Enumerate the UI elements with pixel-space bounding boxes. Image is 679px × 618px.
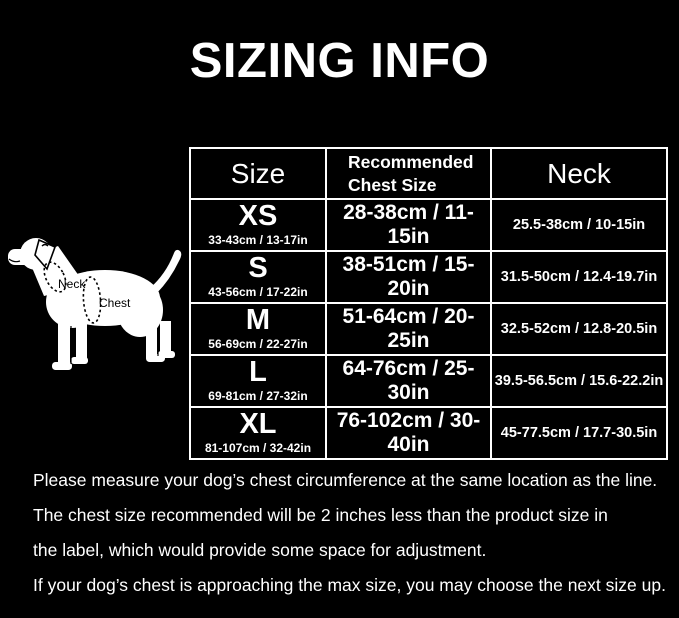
size-value: L [249,356,267,389]
neck-label: Neck [58,277,86,291]
table-header-row: Size Recommended Chest Size Neck [189,147,668,200]
neck-cell: 25.5-38cm / 10-15in [490,198,668,252]
table-row-xs: XS 33-43cm / 13-17in 28-38cm / 11-15in 2… [189,198,668,252]
size-value: S [248,252,268,285]
page-title: SIZING INFO [189,34,490,88]
size-value: XS [238,200,278,233]
chest-cell: 28-38cm / 11-15in [325,198,492,252]
header-chest: Recommended Chest Size [325,147,492,200]
size-cell: S 43-56cm / 17-22in [189,250,327,304]
size-value: XL [239,408,277,441]
size-cell: XL 81-107cm / 32-42in [189,406,327,460]
size-cell: L 69-81cm / 27-32in [189,354,327,408]
chest-cell: 51-64cm / 20-25in [325,302,492,356]
dog-measurement-diagram: Neck Chest [0,236,192,378]
note-line: the label, which would provide some spac… [33,540,487,560]
size-range: 69-81cm / 27-32in [208,388,308,403]
size-value: M [245,304,271,337]
neck-cell: 32.5-52cm / 12.8-20.5in [490,302,668,356]
header-neck: Neck [490,147,668,200]
size-range: 56-69cm / 22-27in [208,336,308,351]
sizing-table: Size Recommended Chest Size Neck XS 33-4… [189,147,668,460]
chest-label: Chest [99,296,131,310]
measurement-notes: Please measure your dog’s chest circumfe… [33,463,666,603]
dog-silhouette-icon: Neck Chest [8,238,182,370]
table-row-xl: XL 81-107cm / 32-42in 76-102cm / 30-40in… [189,406,668,460]
size-range: 33-43cm / 13-17in [208,232,308,247]
table-row-l: L 69-81cm / 27-32in 64-76cm / 25-30in 39… [189,354,668,408]
table-row-m: M 56-69cm / 22-27in 51-64cm / 20-25in 32… [189,302,668,356]
neck-cell: 45-77.5cm / 17.7-30.5in [490,406,668,460]
table-row-s: S 43-56cm / 17-22in 38-51cm / 15-20in 31… [189,250,668,304]
header-size: Size [189,147,327,200]
neck-measure-line [43,261,67,293]
chest-cell: 64-76cm / 25-30in [325,354,492,408]
chest-cell: 38-51cm / 15-20in [325,250,492,304]
neck-cell: 39.5-56.5cm / 15.6-22.2in [490,354,668,408]
size-cell: M 56-69cm / 22-27in [189,302,327,356]
size-range: 81-107cm / 32-42in [204,440,312,455]
note-line: Please measure your dog’s chest circumfe… [33,470,658,490]
note-line: The chest size recommended will be 2 inc… [33,505,608,525]
neck-cell: 31.5-50cm / 12.4-19.7in [490,250,668,304]
size-range: 43-56cm / 17-22in [208,284,308,299]
size-cell: XS 33-43cm / 13-17in [189,198,327,252]
chest-cell: 76-102cm / 30-40in [325,406,492,460]
note-line: If your dog’s chest is approaching the m… [33,575,666,595]
chest-measure-line [82,276,102,324]
